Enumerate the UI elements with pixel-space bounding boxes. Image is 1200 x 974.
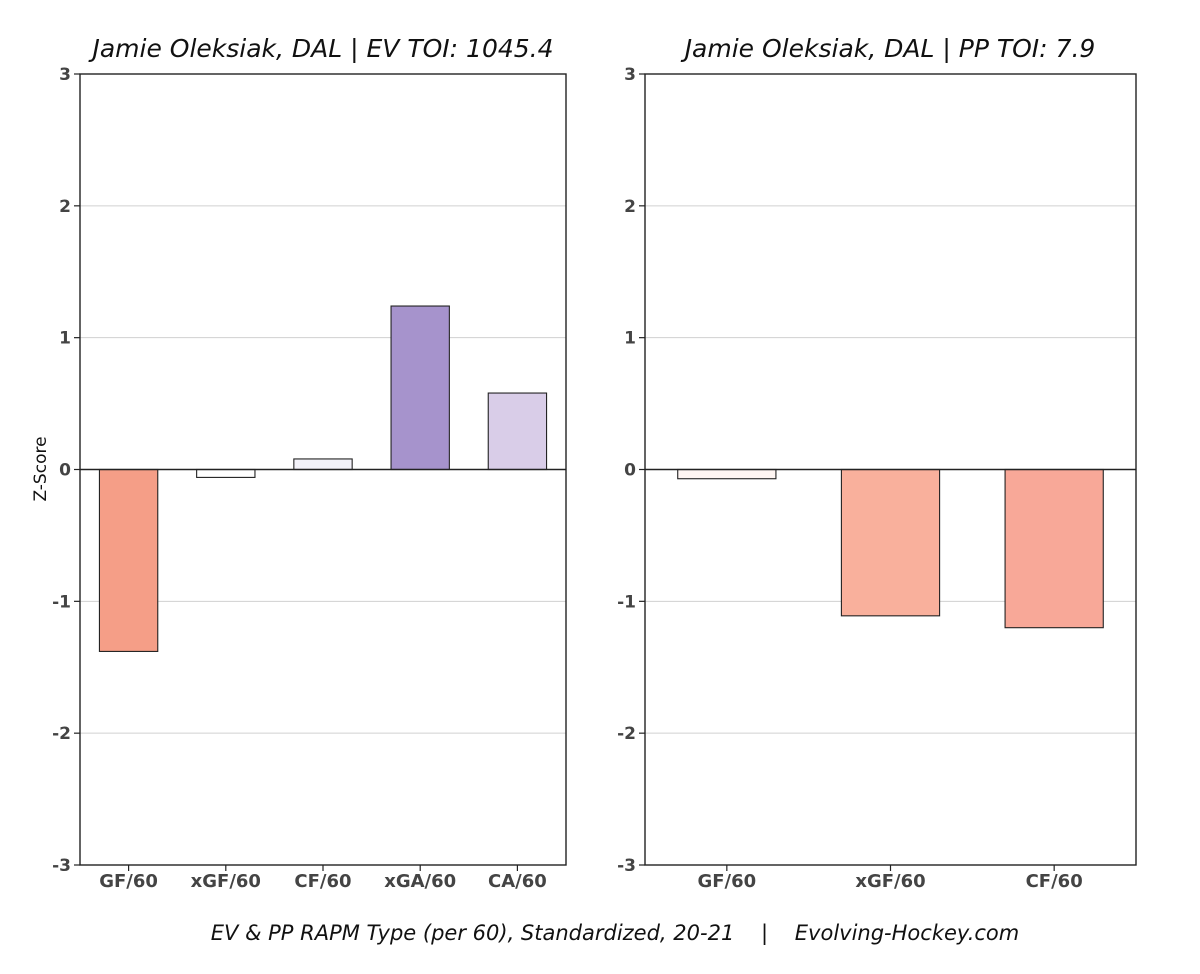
ev-x-tick-label: CA/60 [488,871,547,892]
ev-bar-ca-per-60 [487,392,548,471]
pp-x-tick-label: GF/60 [697,871,756,892]
pp-y-tick-label: 0 [624,461,636,481]
pp-bar-gf-per-60 [677,468,777,480]
ev-bar-gf-per-60 [98,468,159,652]
y-axis-label: Z-Score [31,436,51,501]
ev-x-tick-label: xGA/60 [384,871,456,892]
ev-bar-xga-per-60 [390,305,450,471]
ev-y-tick-label: 3 [59,65,71,85]
pp-bars [677,468,1104,629]
pp-bar-cf-per-60 [1004,468,1104,629]
pp-y-ticks: 3 2 1 0 -1 -2 -3 [617,65,645,876]
pp-chart-title: Jamie Oleksiak, DAL | PP TOI: 7.9 [680,34,1096,63]
pp-y-tick-label: -2 [617,724,636,744]
ev-y-ticks: 3 2 1 0 -1 -2 -3 [52,65,80,876]
pp-x-tick-label: xGF/60 [855,871,925,892]
ev-chart-title: Jamie Oleksiak, DAL | EV TOI: 1045.4 [87,34,553,63]
ev-x-tick-label: CF/60 [294,871,351,892]
pp-y-tick-label: 3 [624,65,636,85]
pp-y-tick-label: -1 [617,592,636,612]
ev-x-tick-label: GF/60 [99,871,158,892]
pp-y-tick-label: 1 [624,329,636,349]
ev-bar-xgf-per-60 [196,468,256,478]
pp-rapm-chart: Jamie Oleksiak, DAL | PP TOI: 7.9 3 2 1 0 -1… [617,34,1137,892]
ev-y-tick-label: 2 [59,197,71,217]
ev-y-tick-label: 0 [59,461,71,481]
ev-bar-cf-per-60 [293,458,353,471]
pp-x-tick-label: CF/60 [1026,871,1083,892]
ev-y-tick-label: 1 [59,329,71,349]
pp-bar-xgf-per-60 [840,468,941,617]
ev-x-tick-label: xGF/60 [191,871,261,892]
pp-x-ticks: GF/60 xGF/60 CF/60 [697,865,1083,892]
ev-x-ticks: GF/60 xGF/60 CF/60 xGA/60 CA/60 [99,865,547,892]
ev-y-tick-label: -2 [52,724,71,744]
ev-y-tick-label: -1 [52,592,71,612]
pp-y-tick-label: 2 [624,197,636,217]
ev-y-tick-label: -3 [52,856,71,876]
ev-bars [98,305,548,652]
pp-y-tick-label: -3 [617,856,636,876]
figure-caption: EV & PP RAPM Type (per 60), Standardized… [211,921,1019,946]
ev-rapm-chart: Jamie Oleksiak, DAL | EV TOI: 1045.4 Z-S… [31,34,567,892]
ev-gridlines [80,205,566,734]
